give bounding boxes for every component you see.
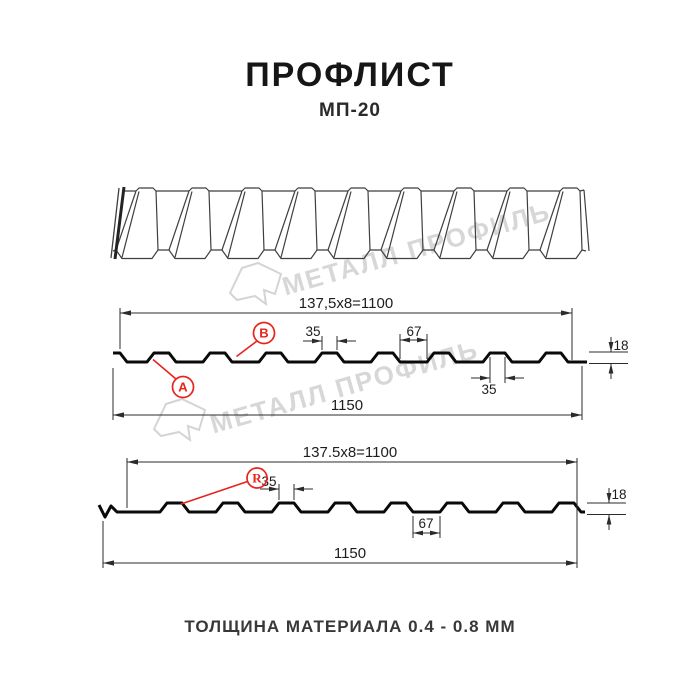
- material-thickness-note: ТОЛЩИНА МАТЕРИАЛА 0.4 - 0.8 ММ: [184, 617, 516, 636]
- dimension-arrowheads: [103, 459, 612, 566]
- sheet-3d-front-back-edges: [112, 189, 590, 252]
- overall-width-label: 1150: [331, 397, 363, 414]
- dimension-arrowheads: [113, 310, 614, 418]
- metall-profil-logo-icon: [228, 261, 283, 307]
- sheet-3d-top-caps: [135, 187, 581, 192]
- valley-width-label: 67: [418, 516, 433, 531]
- overall-width-label: 1150: [334, 545, 366, 562]
- crest-width-label: 35: [261, 474, 276, 489]
- pitch-dimension-label: 137,5x8=1100: [299, 295, 393, 312]
- profile-outline: [113, 351, 587, 364]
- dimension-lines: [102, 458, 626, 568]
- pitch-dimension-label: 137.5x8=1100: [303, 444, 397, 461]
- cross-section-top: 137,5x8=1100 1150 35 67 18 35 A B: [112, 295, 629, 420]
- crest-width-label: 35: [305, 324, 320, 339]
- label-letter: R: [252, 471, 262, 486]
- height-label: 18: [611, 487, 626, 502]
- point-label-R: R: [180, 467, 268, 505]
- sheet-3d-left-edge-line: [110, 187, 120, 259]
- label-letter: B: [259, 326, 268, 341]
- sheet-3d-projection: [110, 186, 590, 260]
- label-letter: A: [178, 380, 188, 395]
- point-label-A: A: [152, 358, 195, 399]
- crest-width-label: 35: [481, 382, 496, 397]
- dimension-lines: [112, 308, 628, 420]
- metall-profil-logo-icon: [152, 397, 207, 443]
- profile-model-subtitle: МП-20: [319, 100, 381, 121]
- sheet-3d-rib-edges: [115, 190, 583, 258]
- point-label-B: B: [236, 321, 276, 358]
- page-title: ПРОФЛИСТ: [245, 56, 455, 94]
- profile-outline: [97, 501, 585, 519]
- height-label: 18: [613, 338, 628, 353]
- cross-section-bottom: 137.5x8=1100 1150 35 67 18 R: [97, 444, 627, 568]
- sheet-3d-left-edge-band: [113, 186, 126, 260]
- sheet-3d-bottom-caps: [115, 249, 583, 260]
- valley-width-label: 67: [406, 324, 421, 339]
